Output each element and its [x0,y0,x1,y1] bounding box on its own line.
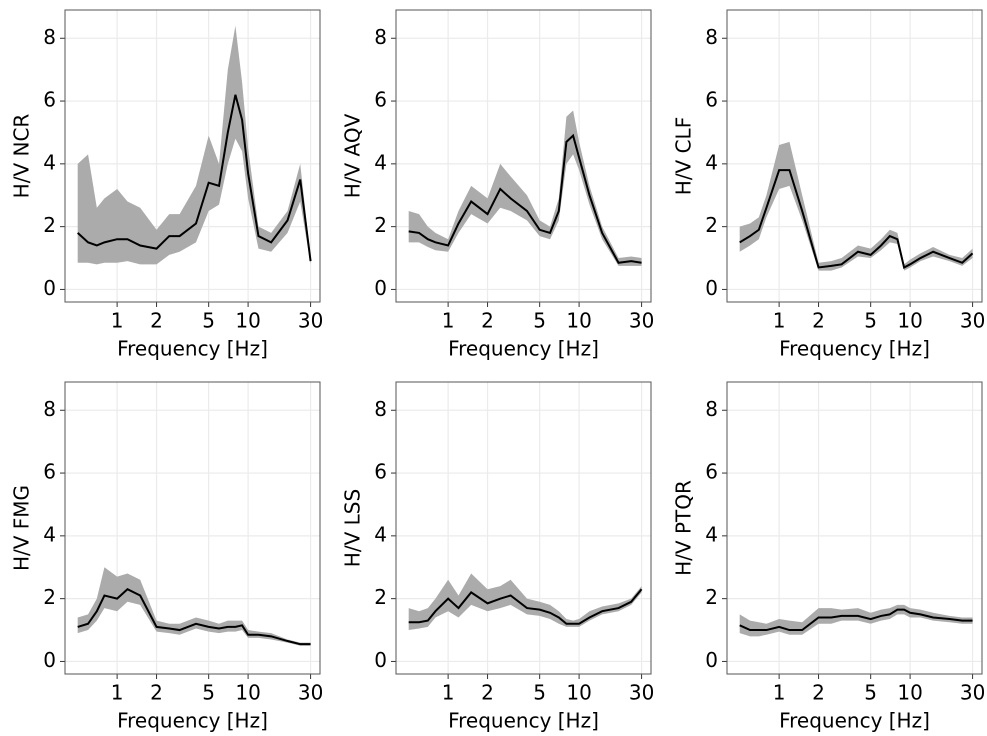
confidence-band [408,573,642,631]
x-axis-label: Frequency [Hz] [117,337,268,361]
y-tick-label: 6 [374,460,387,484]
x-axis-label: Frequency [Hz] [448,709,599,733]
y-tick-label: 4 [43,522,56,546]
y-tick-label: 2 [374,213,387,237]
x-tick-label: 10 [897,681,922,705]
y-axis-label: H/V PTQR [672,480,696,576]
x-tick-label: 5 [533,309,546,333]
y-tick-label: 4 [705,522,718,546]
x-tick-label: 2 [481,309,494,333]
plot-background [396,382,651,674]
y-tick-label: 8 [374,25,387,49]
mean-line [77,588,311,646]
panel-border [395,381,652,675]
y-axis-label: H/V CLF [672,117,696,195]
x-tick-label: 10 [566,681,591,705]
x-tick-label: 2 [481,681,494,705]
mean-line [739,169,974,269]
x-tick-label: 5 [864,681,877,705]
y-tick-label: 0 [43,276,56,300]
y-tick-label: 4 [374,150,387,174]
x-tick-label: 5 [864,309,877,333]
x-axis-label: Frequency [Hz] [779,709,930,733]
x-tick-label: 30 [960,681,985,705]
x-tick-label: 2 [150,309,163,333]
y-tick-label: 8 [43,25,56,49]
plot-background [396,10,651,302]
x-tick-label: 5 [533,681,546,705]
x-tick-label: 30 [629,681,654,705]
y-tick-label: 2 [374,585,387,609]
mean-line [77,94,312,262]
y-axis-label: H/V FMG [10,485,34,571]
y-axis-label: H/V NCR [10,114,34,199]
y-tick-label: 6 [43,88,56,112]
y-axis-label: H/V LSS [341,489,365,567]
y-tick-label: 8 [705,397,718,421]
x-tick-label: 1 [773,681,786,705]
y-tick-label: 0 [374,648,387,672]
x-tick-label: 10 [566,309,591,333]
y-axis-label: H/V AQV [341,113,365,198]
panel-border [64,381,321,675]
mean-line [408,133,642,264]
y-tick-label: 8 [705,25,718,49]
y-tick-label: 4 [374,522,387,546]
y-tick-label: 8 [43,397,56,421]
x-tick-label: 5 [202,681,215,705]
x-tick-label: 1 [111,309,124,333]
y-tick-label: 0 [705,648,718,672]
x-tick-label: 1 [442,681,455,705]
x-tick-label: 10 [235,309,260,333]
y-tick-label: 2 [43,585,56,609]
y-tick-label: 0 [705,276,718,300]
confidence-band [77,567,311,646]
y-tick-label: 4 [43,150,56,174]
x-tick-label: 30 [298,681,323,705]
y-tick-label: 2 [705,213,718,237]
y-tick-label: 6 [705,88,718,112]
x-tick-label: 10 [235,681,260,705]
x-tick-label: 30 [629,309,654,333]
x-tick-label: 1 [111,681,124,705]
mean-line [408,588,643,625]
x-tick-label: 2 [812,681,825,705]
y-tick-label: 2 [705,585,718,609]
y-tick-label: 2 [43,213,56,237]
y-tick-label: 0 [43,648,56,672]
x-tick-label: 30 [960,309,985,333]
x-axis-label: Frequency [Hz] [448,337,599,361]
x-tick-label: 1 [773,309,786,333]
x-tick-label: 2 [812,309,825,333]
x-tick-label: 30 [298,309,323,333]
x-tick-label: 10 [897,309,922,333]
y-tick-label: 8 [374,397,387,421]
mean-line [739,608,973,632]
panel-border [64,9,321,303]
x-tick-label: 1 [442,309,455,333]
x-tick-label: 2 [150,681,163,705]
y-tick-label: 0 [374,276,387,300]
x-axis-label: Frequency [Hz] [779,337,930,361]
y-tick-label: 6 [705,460,718,484]
plot-background [65,382,320,674]
y-tick-label: 4 [705,150,718,174]
y-tick-label: 6 [43,460,56,484]
x-axis-label: Frequency [Hz] [117,709,268,733]
panel-border [726,381,983,675]
panel-border [395,9,652,303]
y-tick-label: 6 [374,88,387,112]
panel-border [726,9,983,303]
x-tick-label: 5 [202,309,215,333]
